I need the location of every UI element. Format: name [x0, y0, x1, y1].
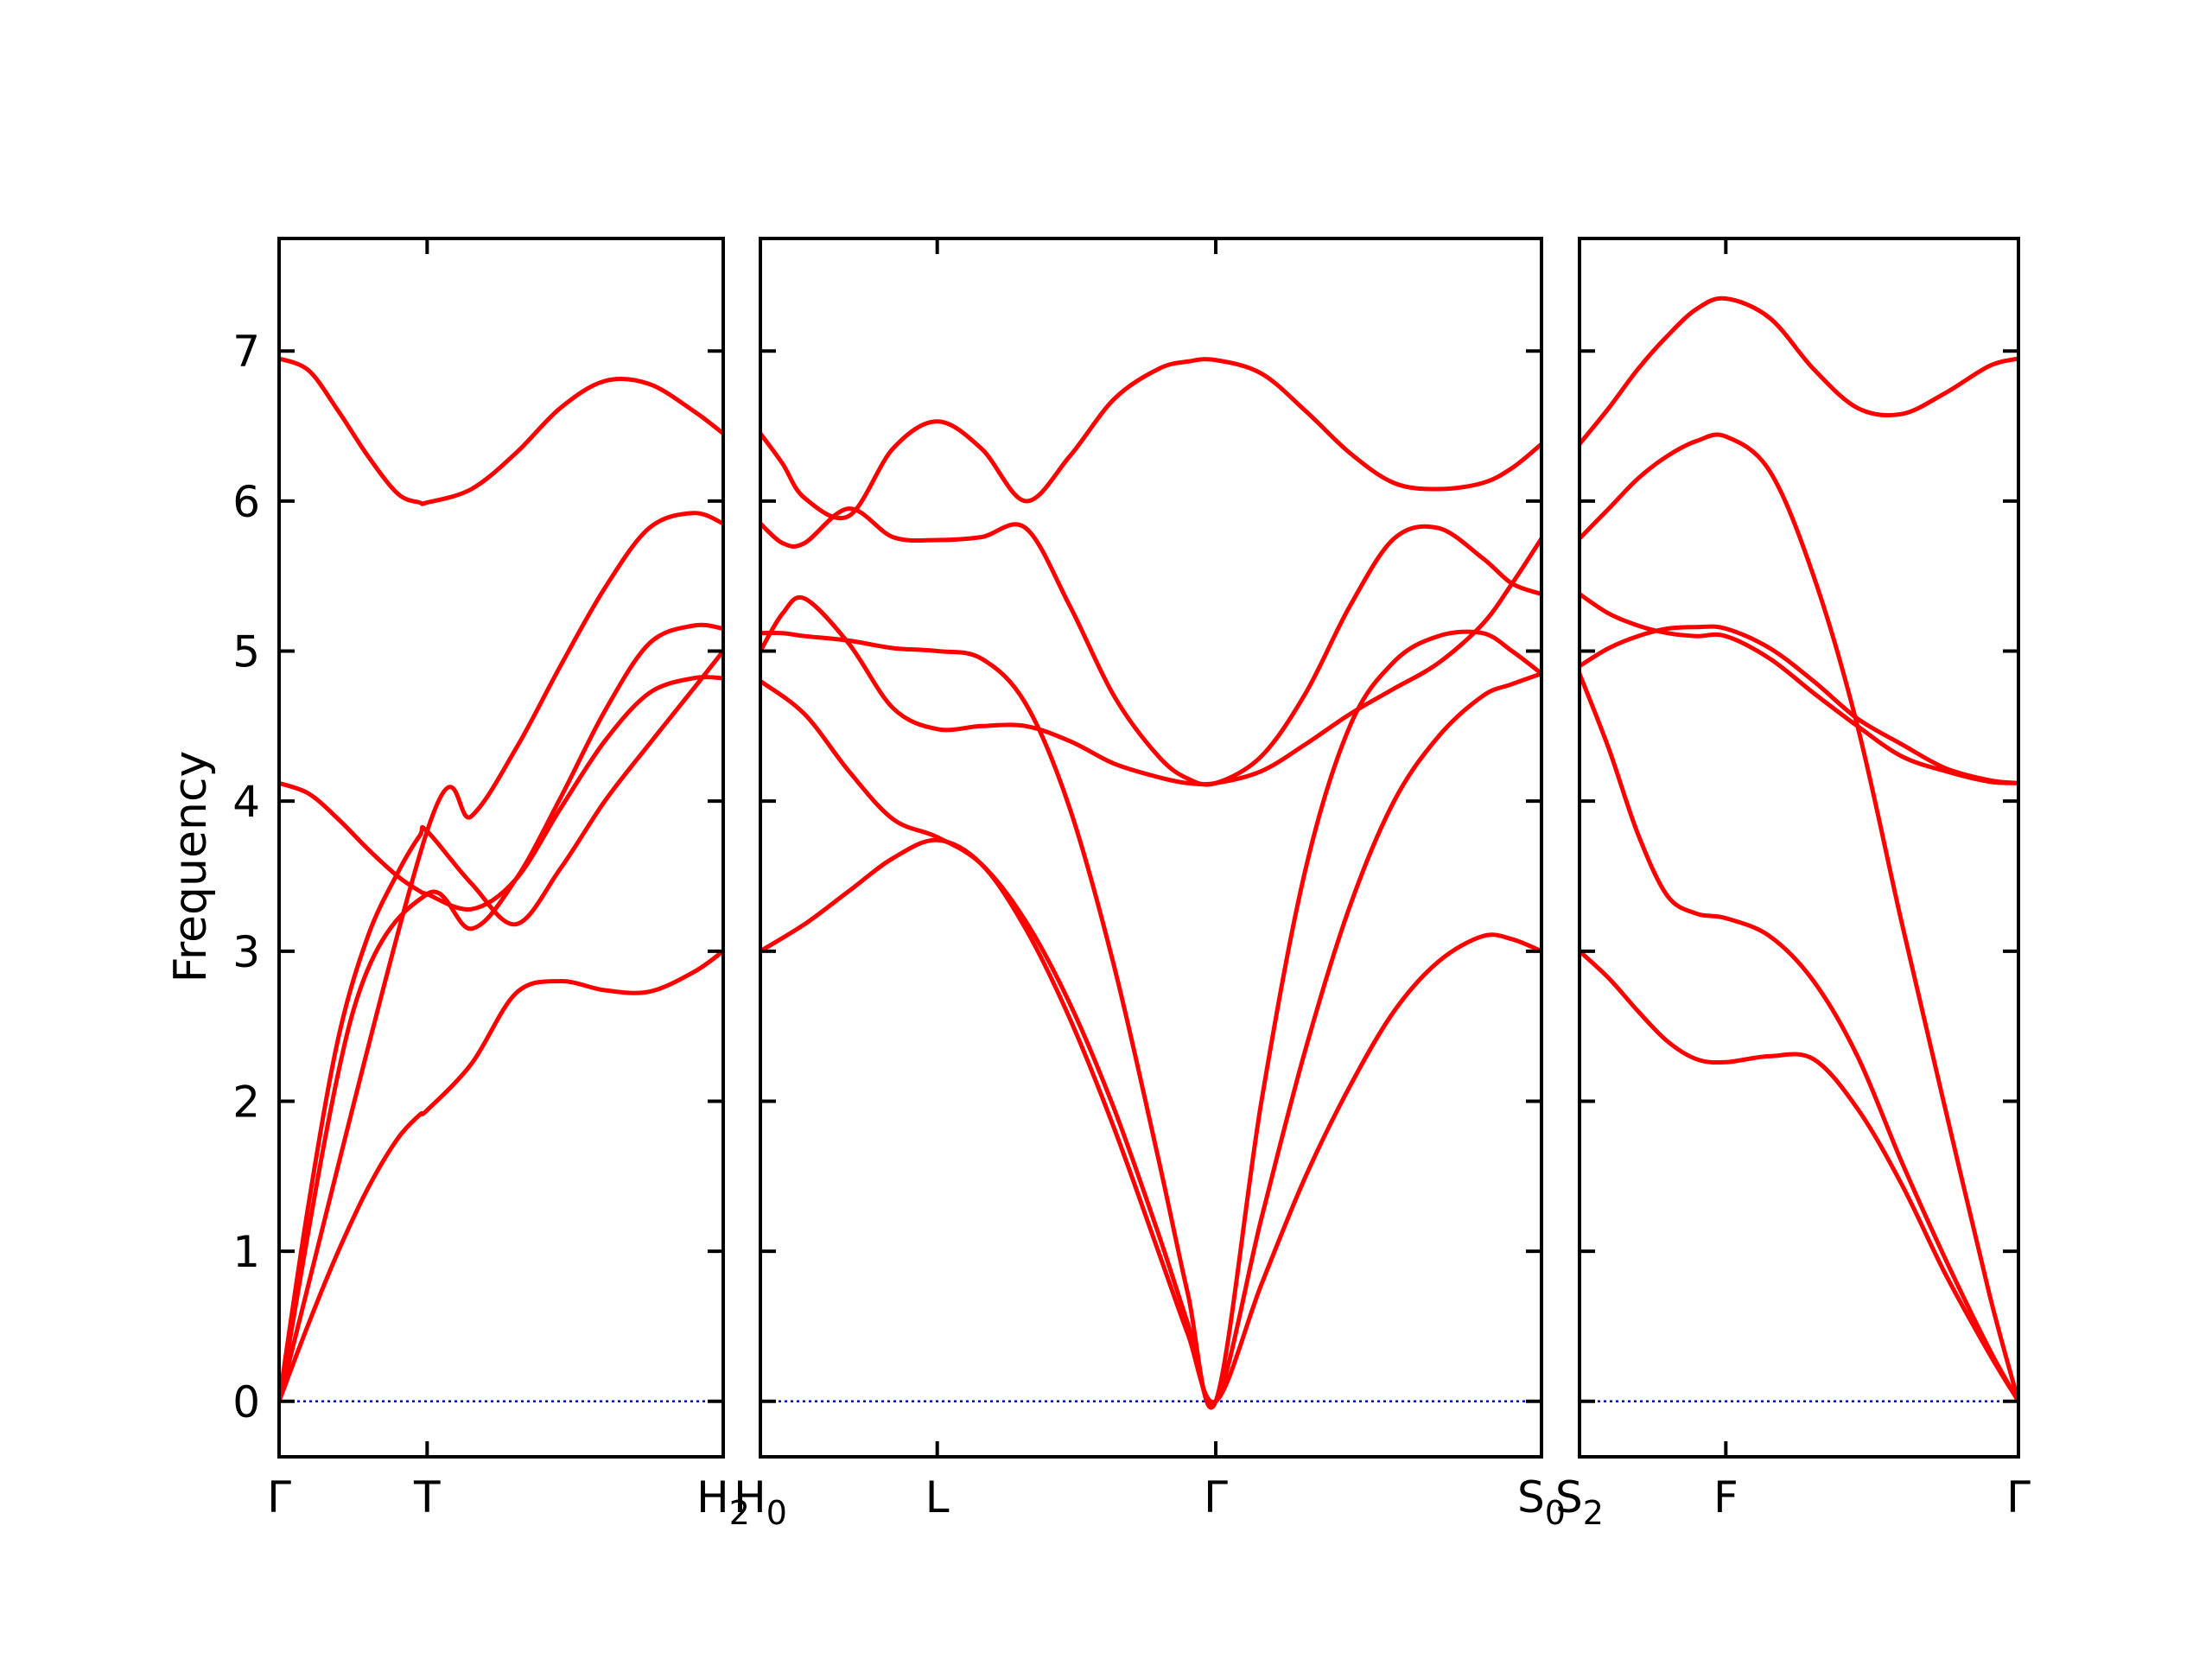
x-tick-label-1: H0 — [734, 1472, 787, 1532]
band-1 — [279, 949, 723, 1404]
x-tick-label-2: L — [925, 1472, 950, 1522]
y-tick-label-3: 3 — [232, 927, 260, 977]
band-curves — [279, 356, 723, 1404]
panel-2: H0 L Γ S0 — [734, 237, 1566, 1532]
band-5 — [760, 506, 1541, 787]
panel-frame — [759, 237, 1543, 1459]
x-tick-label-1: Γ — [267, 1472, 291, 1522]
x-tick-label-main: H — [696, 1472, 729, 1522]
panel-3: S2 F Γ — [1555, 237, 2031, 1532]
x-tick-label-subscript: 2 — [729, 1494, 750, 1532]
band-1 — [760, 837, 1541, 1405]
y-tick-label-2: 2 — [232, 1077, 260, 1127]
band-4 — [279, 622, 723, 1404]
band-1 — [1580, 949, 2018, 1404]
x-tick-label-subscript: 0 — [766, 1494, 787, 1532]
x-tick-label-subscript: 2 — [1583, 1494, 1604, 1532]
x-tick-label-1: S2 — [1555, 1472, 1604, 1532]
x-tick-label-subscript: 0 — [1545, 1494, 1566, 1532]
band-6 — [1580, 296, 2018, 447]
band-3 — [1580, 624, 2018, 785]
x-tick-label-2: F — [1713, 1472, 1738, 1522]
x-tick-label-main: S — [1555, 1472, 1583, 1522]
x-tick-label-main: Γ — [267, 1472, 291, 1522]
band-6 — [279, 356, 723, 506]
band-curves — [760, 357, 1541, 1410]
x-tick-label-main: Γ — [1204, 1472, 1228, 1522]
x-tick-label-3: Γ — [2006, 1472, 2031, 1522]
x-tick-label-2: T — [413, 1472, 441, 1522]
x-tick-label-main: F — [1713, 1472, 1738, 1522]
y-tick-label-5: 5 — [232, 627, 260, 677]
x-tick-label-3: Γ — [1204, 1472, 1228, 1522]
band-4 — [760, 536, 1541, 787]
x-tick-label-main: Γ — [2006, 1472, 2031, 1522]
band-2 — [1580, 671, 2018, 1404]
band-4 — [1580, 592, 2018, 785]
panel-frame — [1578, 237, 2020, 1459]
band-5 — [1580, 432, 2018, 1404]
band-2 — [760, 671, 1541, 1407]
band-6 — [760, 357, 1541, 521]
y-tick-label-4: 4 — [232, 777, 260, 827]
y-tick-label-7: 7 — [232, 327, 260, 377]
band-3 — [760, 629, 1541, 1410]
x-tick-label-main: L — [925, 1472, 950, 1522]
band-5 — [279, 511, 723, 1404]
band-3 — [279, 675, 723, 912]
x-tick-label-4: S0 — [1517, 1472, 1566, 1532]
y-tick-label-6: 6 — [232, 477, 260, 527]
panel-frame — [277, 237, 725, 1459]
x-tick-label-main: S — [1517, 1472, 1545, 1522]
x-tick-label-3: H2 — [696, 1472, 750, 1532]
x-tick-label-main: H — [734, 1472, 766, 1522]
x-tick-label-main: T — [413, 1472, 441, 1522]
y-tick-label-0: 0 — [232, 1377, 260, 1427]
band-curves — [1580, 296, 2018, 1404]
y-axis-label: Frequency — [165, 751, 217, 983]
y-tick-label-1: 1 — [232, 1227, 260, 1277]
